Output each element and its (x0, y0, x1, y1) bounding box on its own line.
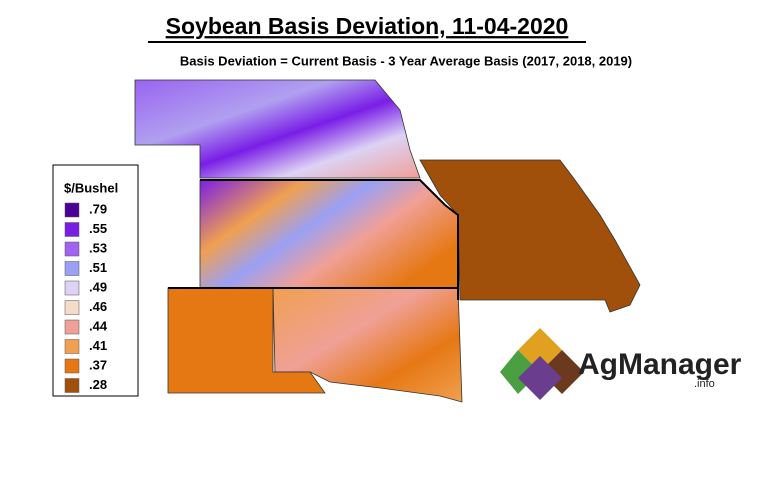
legend-swatch (64, 241, 80, 257)
legend-title: $/Bushel (64, 180, 118, 195)
map (134, 79, 641, 403)
nebraska (134, 79, 421, 179)
legend-swatch (64, 358, 80, 374)
logo: AgManager .info (500, 328, 742, 400)
legend-label: .28 (89, 377, 107, 392)
legend-label: .79 (89, 201, 107, 216)
logo-suffix: .info (694, 378, 715, 390)
legend-items: .79 .55 .53 .51 .49 .46 .44 .41 .37 .28 (64, 201, 108, 393)
logo-tile (518, 356, 562, 400)
legend-swatch (64, 339, 80, 354)
legend-label: .51 (89, 260, 107, 275)
legend-label: .46 (89, 299, 107, 314)
legend-label: .37 (89, 357, 107, 372)
legend-swatch (64, 280, 80, 296)
panhandle (167, 287, 326, 394)
legend-label: .41 (89, 338, 107, 353)
state-border (168, 179, 459, 289)
legend-swatch (64, 378, 80, 393)
kansas (199, 179, 459, 289)
subtitle: Basis Deviation = Current Basis - 3 Year… (180, 53, 632, 68)
legend-swatch (64, 222, 80, 237)
legend-label: .53 (89, 240, 107, 255)
logo-name: AgManager (578, 348, 742, 381)
legend-swatch (64, 300, 80, 315)
legend-swatch (64, 202, 80, 218)
legend-label: .49 (89, 279, 107, 294)
logo-tile (500, 350, 540, 394)
title: Soybean Basis Deviation, 11-04-2020 (166, 13, 569, 39)
legend-swatch (64, 261, 80, 276)
legend-swatch (64, 319, 80, 335)
legend-label: .55 (89, 221, 107, 236)
legend-label: .44 (89, 318, 108, 333)
